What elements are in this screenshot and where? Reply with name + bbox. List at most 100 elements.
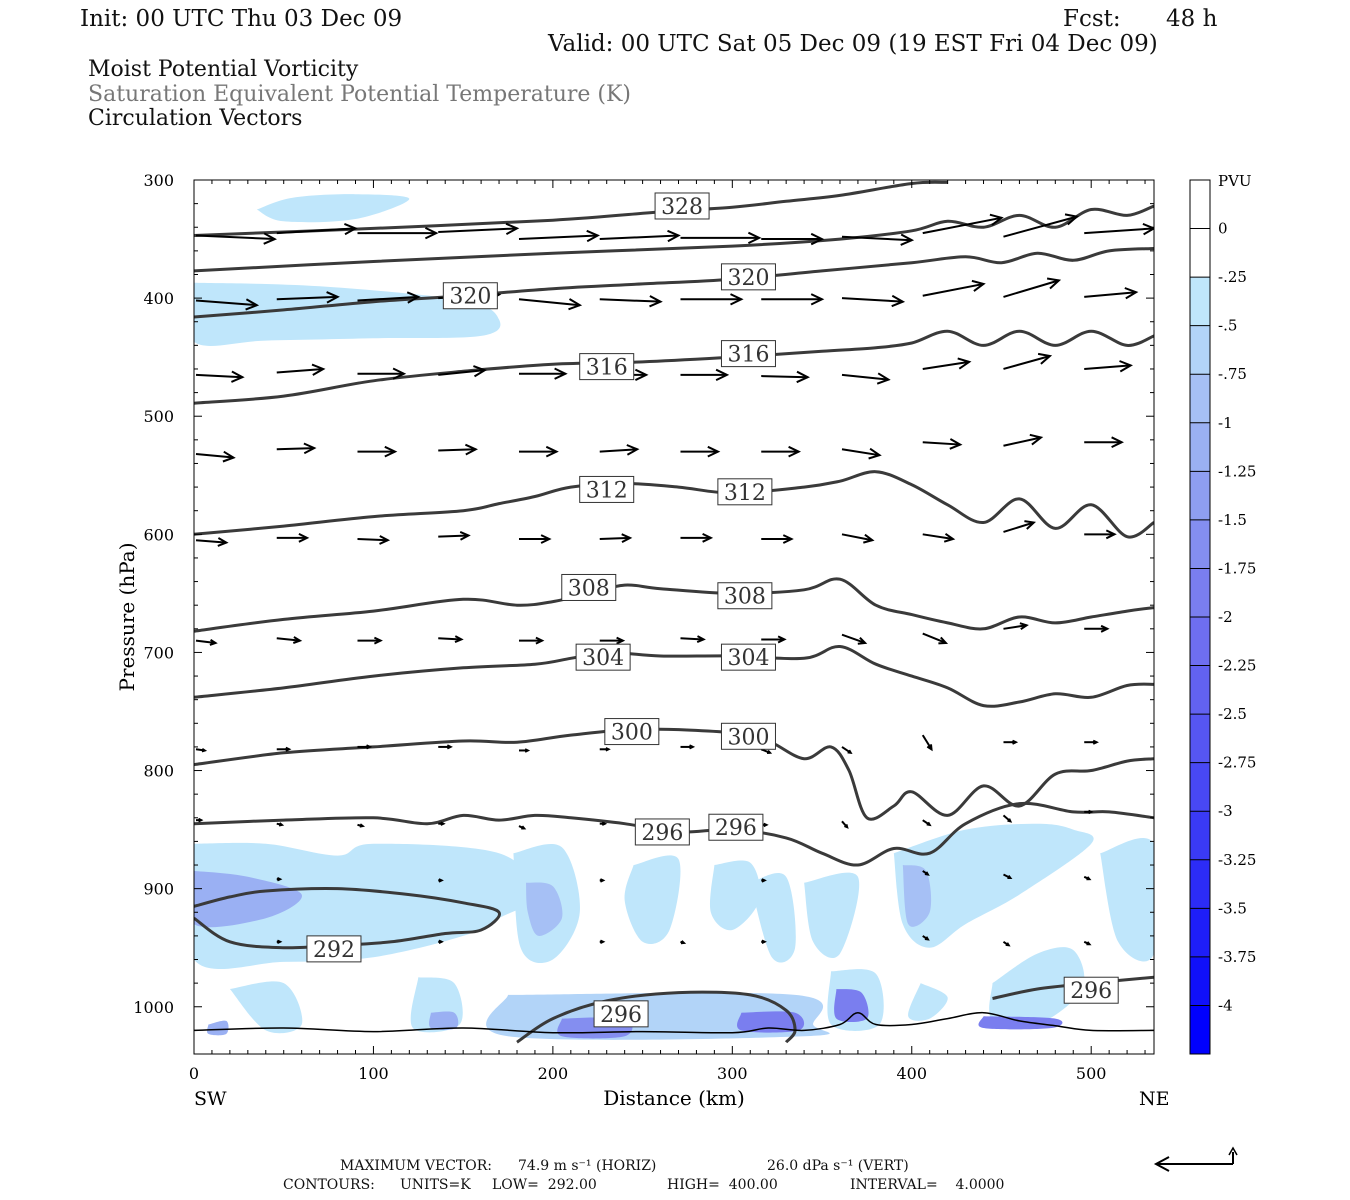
forecast-label: Fcst: [1063, 6, 1121, 32]
vector-75 [438, 744, 453, 750]
pv-shading [194, 194, 1154, 1040]
colorbar-swatch-17 [1190, 1005, 1210, 1055]
colorbar-swatch-12 [1190, 762, 1210, 812]
vector-45 [922, 438, 963, 450]
vector-70 [1003, 622, 1029, 631]
pv-region-11 [902, 865, 932, 927]
vector-38 [357, 445, 398, 458]
contour-label-12: 300 [720, 722, 776, 750]
pv-region-3 [194, 870, 302, 928]
vector-78 [680, 744, 696, 750]
vector-23 [1084, 287, 1139, 300]
vector-81 [921, 734, 933, 752]
init-time: Init: 00 UTC Thu 03 Dec 09 [80, 6, 403, 32]
vector-67 [761, 635, 787, 644]
vector-1 [276, 222, 358, 236]
colorbar-label-6: -1.5 [1218, 511, 1247, 529]
vector-69 [922, 632, 949, 645]
colorbar-label-13: -3.25 [1218, 851, 1256, 869]
contours-units: UNITS=K [400, 1177, 471, 1193]
contour-labels: 328 320 320 316 316 312 312 308 308 304 304 300 300 2… [306, 192, 1119, 1028]
colorbar: 0 -.25 -.5 -.75 -1 -1.25 -1.5 -1.75 -2 -2.25 -2.5 -… [1189, 179, 1256, 1055]
colorbar-swatch-10 [1190, 665, 1210, 715]
colorbar-swatch-7 [1190, 519, 1210, 569]
pv-region-6 [624, 855, 681, 945]
pv-region-10 [893, 823, 1094, 948]
vector-47 [1084, 436, 1124, 448]
contours-low: LOW= 292.00 [492, 1177, 597, 1193]
colorbar-swatch-1 [1190, 228, 1210, 278]
pv-region-5 [526, 882, 563, 936]
svg-text:296: 296 [641, 821, 683, 846]
vector-102 [1083, 875, 1092, 881]
contour-label-0: 328 [654, 192, 710, 220]
colorbar-swatch-2 [1190, 277, 1210, 327]
vector-55 [761, 534, 794, 544]
vector-4 [518, 229, 600, 243]
colorbar-label-14: -3.5 [1218, 899, 1247, 917]
colorbar-swatch-13 [1190, 811, 1210, 861]
vector-8 [841, 233, 915, 246]
vector-7 [761, 232, 825, 246]
vector-65 [599, 636, 626, 645]
svg-text:328: 328 [661, 195, 703, 220]
y-tick-label-800: 800 [143, 762, 174, 781]
vector-63 [438, 635, 464, 644]
vector-97 [438, 878, 444, 883]
max-vector-horiz: 74.9 m s⁻¹ (HORIZ) [518, 1158, 657, 1174]
contour-label-10: 304 [720, 643, 776, 671]
y-tick-label-500: 500 [143, 407, 174, 426]
contours-label: CONTOURS: [283, 1177, 375, 1193]
colorbar-label-4: -1 [1218, 414, 1233, 432]
pv-region-8 [750, 873, 796, 963]
vector-39 [438, 443, 478, 456]
pv-region-21 [737, 1011, 805, 1033]
colorbar-label-5: -1.25 [1218, 462, 1256, 480]
svg-text:300: 300 [727, 725, 769, 750]
reference-vector-icon [1153, 1146, 1238, 1172]
vector-103 [276, 939, 283, 945]
svg-text:308: 308 [568, 576, 610, 601]
svg-text:308: 308 [724, 585, 766, 610]
colorbar-label-9: -2.25 [1218, 657, 1256, 675]
x-tick-label-400: 400 [896, 1064, 927, 1083]
vector-36 [195, 450, 236, 463]
contour-label-5: 312 [579, 475, 635, 503]
vector-25 [276, 363, 326, 376]
vector-77 [599, 747, 611, 752]
vector-92 [841, 820, 849, 829]
colorbar-swatch-0 [1190, 180, 1210, 230]
vector-14 [357, 291, 421, 304]
vector-89 [599, 821, 608, 826]
vector-31 [761, 370, 810, 384]
vector-35 [1084, 360, 1133, 373]
svg-text:304: 304 [582, 646, 624, 671]
field-mpv: Moist Potential Vorticity [88, 57, 359, 82]
axes: 300 400 500 600 700 800 900 1000 0 100 200 300 400 50… [133, 171, 1154, 1083]
field-theta-es: Saturation Equivalent Potential Temperat… [88, 82, 631, 107]
vector-20 [841, 294, 906, 308]
svg-text:312: 312 [724, 481, 766, 506]
vector-108 [922, 935, 930, 941]
colorbar-label-15: -3.75 [1218, 948, 1256, 966]
vector-50 [357, 535, 391, 545]
colorbar-label-7: -1.75 [1218, 559, 1256, 577]
theta-contour-320-2 [194, 247, 1154, 319]
vector-0 [195, 232, 277, 245]
vector-84 [196, 817, 204, 823]
svg-text:304: 304 [727, 646, 769, 671]
svg-text:316: 316 [727, 343, 769, 368]
vector-6 [680, 231, 762, 245]
contour-label-6: 312 [717, 478, 773, 506]
vector-87 [438, 821, 446, 826]
vector-110 [1083, 940, 1092, 946]
vector-99 [761, 878, 767, 883]
vector-80 [841, 746, 853, 755]
contour-label-4: 316 [720, 340, 776, 368]
vector-82 [1003, 739, 1019, 745]
vector-44 [841, 447, 882, 460]
vector-30 [680, 368, 730, 382]
pv-region-15 [229, 981, 303, 1034]
svg-text:296: 296 [1070, 979, 1112, 1004]
vector-41 [599, 444, 640, 456]
